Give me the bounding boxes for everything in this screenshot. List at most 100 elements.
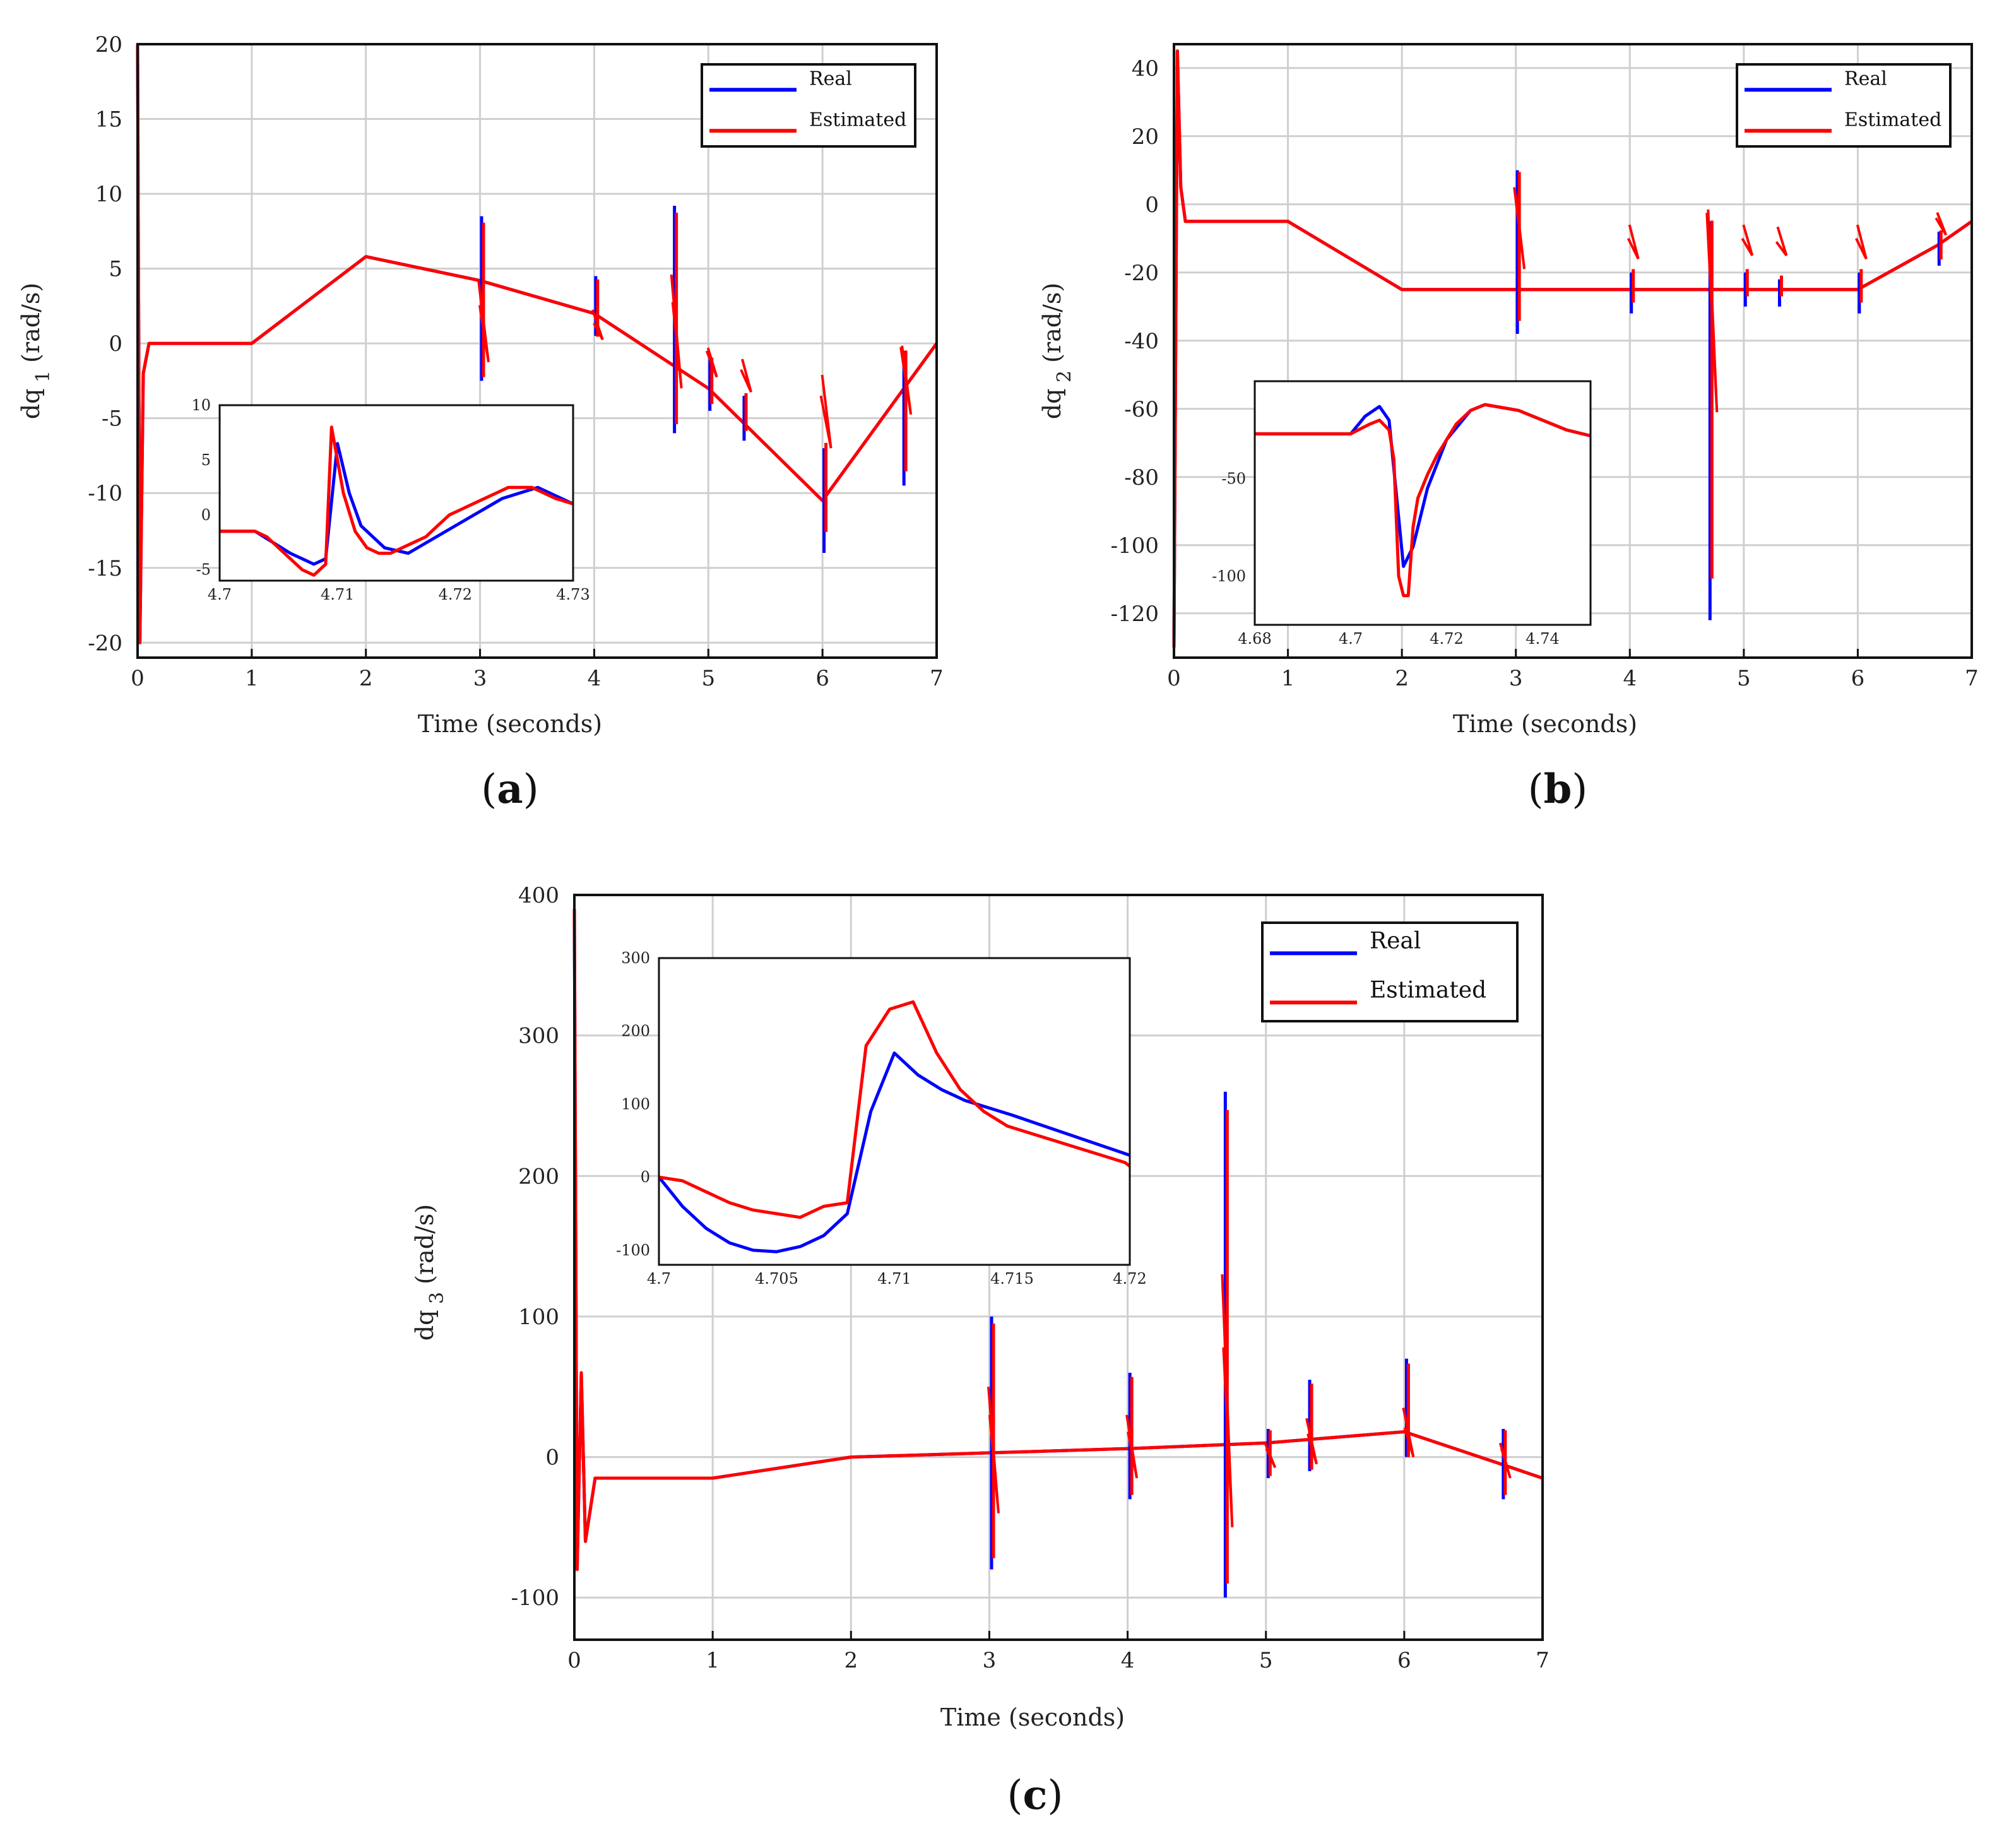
spike-oscillation bbox=[1221, 1274, 1234, 1527]
x-tick-label: 1 bbox=[1281, 666, 1295, 691]
spike-oscillation bbox=[705, 347, 718, 378]
inset-x-tick-label: 4.705 bbox=[755, 1270, 798, 1288]
inset-x-tick-label: 4.72 bbox=[439, 586, 472, 603]
y-tick-label: 400 bbox=[518, 883, 559, 908]
legend-box bbox=[701, 63, 916, 148]
inset-y-tick-label: 0 bbox=[641, 1168, 650, 1186]
spike-oscillation bbox=[1513, 187, 1526, 270]
y-tick-label: -10 bbox=[88, 481, 122, 506]
subplot-label-open: ( bbox=[1528, 766, 1544, 813]
panel-b: 0 1 2 3 4 5 6 7 40 20 0 -20 -40 -60 -80 -100 -120 Real Est… bbox=[1038, 43, 1979, 813]
y-tick-label: 40 bbox=[1132, 56, 1159, 81]
spike-oscillation bbox=[1498, 1442, 1512, 1479]
spike-oscillation bbox=[1741, 224, 1754, 256]
inset-x-tick-label: 4.71 bbox=[321, 586, 354, 603]
axes-frame bbox=[136, 43, 938, 659]
y-axis-label-subscript: 3 bbox=[426, 1292, 448, 1310]
inset-x-tick-label: 4.68 bbox=[1238, 630, 1271, 648]
x-tick-label: 1 bbox=[245, 666, 259, 691]
y-tick-label: -60 bbox=[1124, 397, 1159, 422]
y-axis-label: dq 2 (rad/s) bbox=[1038, 283, 1076, 419]
x-tick-label: 0 bbox=[131, 666, 145, 691]
y-tick-label: -5 bbox=[102, 406, 122, 432]
inset-y-tick-label: 5 bbox=[201, 451, 211, 469]
y-axis-label-prefix: dq bbox=[17, 389, 45, 420]
x-axis-label: Time (seconds) bbox=[940, 1703, 1125, 1731]
subplot-label: (a) bbox=[481, 766, 538, 813]
inset-x-tick-label: 4.715 bbox=[990, 1270, 1034, 1288]
legend-label-real: Real bbox=[1844, 68, 1887, 90]
x-tick-label: 3 bbox=[983, 1648, 997, 1673]
spike-oscillation bbox=[1775, 226, 1788, 256]
inset-y-tick-label: 300 bbox=[621, 949, 650, 967]
subplot-label-open: ( bbox=[1007, 1772, 1023, 1819]
y-axis-label-units: (rad/s) bbox=[411, 1204, 439, 1292]
y-axis-label: dq 1 (rad/s) bbox=[17, 283, 54, 419]
y-tick-label: 0 bbox=[109, 331, 122, 357]
spike-oscillation bbox=[1935, 212, 1948, 236]
y-tick-label: 0 bbox=[1145, 192, 1159, 218]
y-axis-label-prefix: dq bbox=[411, 1310, 439, 1341]
x-axis-label: Time (seconds) bbox=[418, 710, 602, 738]
legend-label-estimated: Estimated bbox=[1370, 977, 1486, 1003]
inset-x-tick-label: 4.72 bbox=[1113, 1270, 1146, 1288]
inset-y-tick-label: 100 bbox=[621, 1095, 650, 1113]
panel-a: 0 1 2 3 4 5 6 720151050-5-10-15-20RealEstimated… bbox=[17, 32, 944, 813]
y-tick-label: 20 bbox=[1132, 124, 1159, 150]
inset-y-tick-label: -100 bbox=[1212, 567, 1246, 585]
subplot-label-letter: a bbox=[497, 766, 523, 813]
subplot-label-letter: b bbox=[1544, 766, 1572, 813]
x-tick-label: 7 bbox=[1965, 666, 1979, 691]
y-tick-label: 15 bbox=[95, 107, 122, 133]
y-tick-label: -15 bbox=[88, 556, 122, 581]
x-tick-label: 5 bbox=[1737, 666, 1751, 691]
y-tick-label: -100 bbox=[511, 1585, 559, 1611]
inset-series-line-real bbox=[658, 1051, 1130, 1253]
inset-plot-area bbox=[659, 958, 1130, 1265]
inset-y-tick-label: 10 bbox=[191, 396, 211, 414]
spike-oscillation bbox=[1264, 1442, 1277, 1469]
y-tick-label: -20 bbox=[1124, 261, 1159, 286]
x-tick-label: 0 bbox=[567, 1648, 581, 1673]
axes-frame bbox=[573, 894, 1544, 1641]
legend-label-estimated: Estimated bbox=[1844, 109, 1941, 131]
y-tick-label: -80 bbox=[1124, 465, 1159, 490]
y-tick-label: 5 bbox=[109, 257, 122, 282]
spike-oscillation bbox=[740, 358, 752, 393]
inset-series-line-estimated bbox=[1255, 403, 1591, 598]
spike-oscillation bbox=[819, 374, 833, 449]
x-tick-label: 6 bbox=[815, 666, 829, 691]
x-tick-label: 0 bbox=[1167, 666, 1181, 691]
y-axis-label-units: (rad/s) bbox=[17, 283, 45, 370]
inset-y-tick-label: -100 bbox=[616, 1241, 650, 1259]
spike-oscillation bbox=[1402, 1407, 1415, 1458]
inset-series-line-real bbox=[220, 442, 574, 566]
x-tick-label: 7 bbox=[930, 666, 944, 691]
x-tick-label: 2 bbox=[844, 1648, 858, 1673]
y-tick-label: -120 bbox=[1111, 601, 1159, 627]
x-tick-label: 4 bbox=[1121, 1648, 1135, 1673]
series-line-estimated bbox=[1172, 49, 1973, 648]
inset-frame bbox=[218, 404, 574, 582]
y-axis-label: dq 3 (rad/s) bbox=[411, 1204, 448, 1341]
inset-y-tick-label: -5 bbox=[196, 561, 211, 579]
x-tick-label: 1 bbox=[706, 1648, 720, 1673]
y-tick-label: 10 bbox=[95, 182, 122, 207]
inset-x-tick-label: 4.7 bbox=[1339, 630, 1363, 648]
y-tick-label: 100 bbox=[518, 1305, 559, 1330]
x-tick-label: 7 bbox=[1536, 1648, 1550, 1673]
legend-box bbox=[1261, 921, 1519, 1022]
inset-x-tick-label: 4.71 bbox=[877, 1270, 911, 1288]
y-tick-label: -40 bbox=[1124, 329, 1159, 354]
x-tick-label: 2 bbox=[1395, 666, 1409, 691]
inset-series-line-estimated bbox=[658, 1000, 1131, 1219]
y-axis-label-prefix: dq bbox=[1038, 389, 1066, 420]
spike-oscillation bbox=[670, 274, 683, 389]
subplot-label: (c) bbox=[1007, 1772, 1064, 1819]
x-tick-label: 6 bbox=[1851, 666, 1865, 691]
y-tick-label: 300 bbox=[518, 1024, 559, 1049]
inset-series-line-estimated bbox=[220, 425, 574, 577]
y-axis-label-subscript: 2 bbox=[1053, 370, 1076, 389]
spike-oscillation bbox=[1855, 224, 1868, 260]
